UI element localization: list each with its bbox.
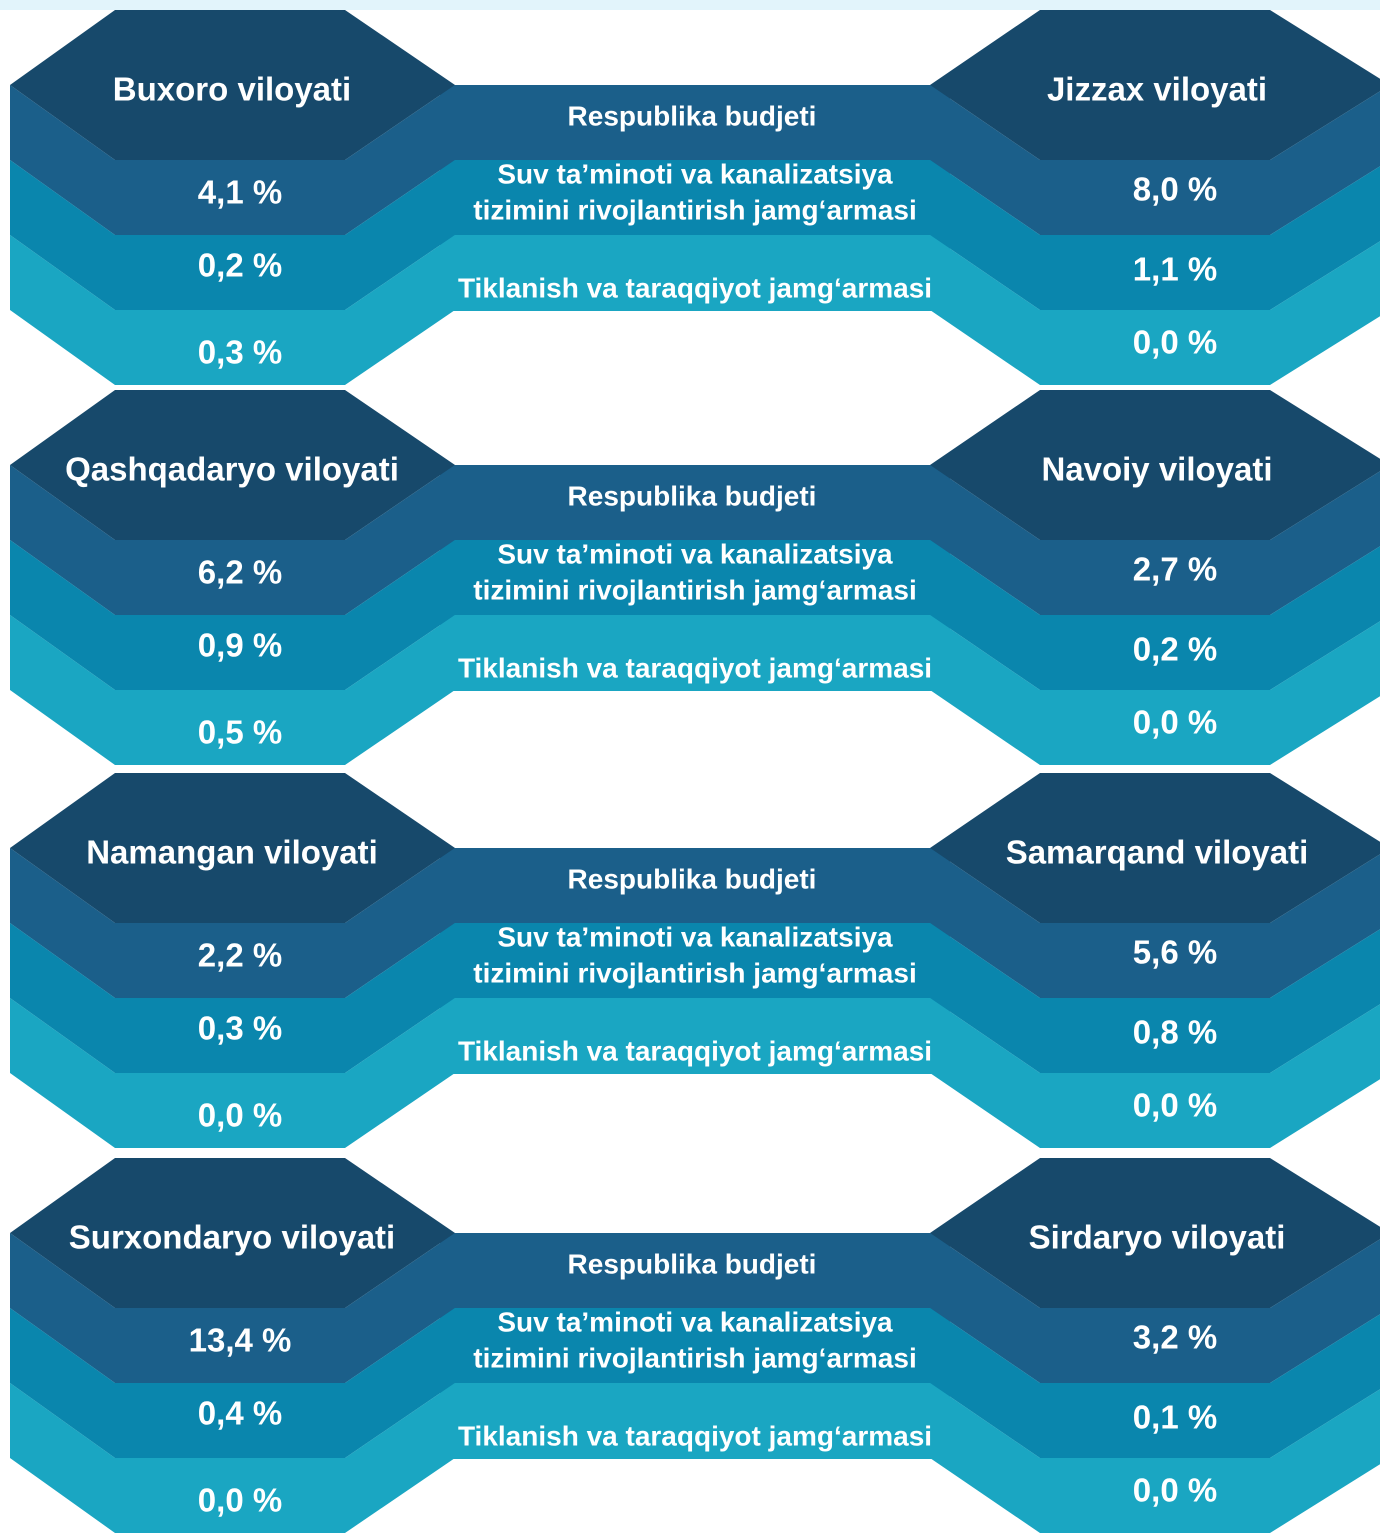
layer [930, 615, 1380, 765]
middle-band [440, 923, 950, 999]
layer [930, 1158, 1380, 1308]
layer [930, 235, 1380, 385]
layer [930, 998, 1380, 1148]
layer [930, 540, 1380, 690]
layer [10, 160, 455, 310]
layer [10, 10, 455, 160]
middle-band [440, 848, 950, 924]
fund-label: tizimini rivojlantirish jamg‘armasi [473, 194, 916, 225]
percent: 2,2 % [198, 937, 282, 974]
fund-label: Suv ta’minoti va kanalizatsiya [497, 921, 893, 952]
layer [930, 390, 1380, 540]
percent: 5,6 % [1133, 934, 1217, 971]
fund-label: Respublika budjeti [568, 863, 817, 894]
percent: 0,4 % [198, 1395, 282, 1432]
percent: 0,5 % [198, 714, 282, 751]
percent: 8,0 % [1133, 171, 1217, 208]
layer [930, 85, 1380, 235]
percent: 0,0 % [198, 1097, 282, 1134]
percent: 0,0 % [1133, 1472, 1217, 1509]
top-strip [0, 0, 1380, 10]
percent: 0,0 % [1133, 1087, 1217, 1124]
layer [930, 1233, 1380, 1383]
percent: 0,9 % [198, 627, 282, 664]
fund-label: Suv ta’minoti va kanalizatsiya [497, 538, 893, 569]
layer [10, 235, 455, 385]
region-name: Buxoro viloyati [113, 71, 351, 108]
fund-label: Respublika budjeti [568, 480, 817, 511]
percent: 0,8 % [1133, 1014, 1217, 1051]
region-name: Surxondaryo viloyati [69, 1219, 395, 1256]
middle-band [440, 1233, 950, 1309]
layer [10, 615, 455, 765]
region-name: Namangan viloyati [86, 834, 378, 871]
layer [10, 998, 455, 1148]
region-name: Sirdaryo viloyati [1029, 1219, 1286, 1256]
fund-label: Tiklanish va taraqqiyot jamg‘armasi [458, 652, 932, 683]
layer [10, 923, 455, 1073]
middle-band [440, 465, 950, 541]
percent: 0,1 % [1133, 1399, 1217, 1436]
fund-label: Suv ta’minoti va kanalizatsiya [497, 158, 893, 189]
layer [930, 848, 1380, 998]
layer [10, 390, 455, 540]
layer [930, 1383, 1380, 1533]
layer [930, 10, 1380, 160]
middle-band [440, 235, 950, 311]
layer [10, 773, 455, 923]
fund-label: tizimini rivojlantirish jamg‘armasi [473, 1342, 916, 1373]
middle-band [440, 540, 950, 616]
region-name: Qashqadaryo viloyati [65, 451, 399, 488]
fund-label: Tiklanish va taraqqiyot jamg‘armasi [458, 1420, 932, 1451]
middle-band [440, 615, 950, 691]
percent: 2,7 % [1133, 551, 1217, 588]
percent: 3,2 % [1133, 1319, 1217, 1356]
percent: 6,2 % [198, 554, 282, 591]
percent: 4,1 % [198, 174, 282, 211]
layer [930, 1308, 1380, 1458]
fund-label: tizimini rivojlantirish jamg‘armasi [473, 574, 916, 605]
middle-band [440, 1308, 950, 1384]
region-name: Jizzax viloyati [1047, 71, 1267, 108]
percent: 0,3 % [198, 334, 282, 371]
layer [10, 85, 455, 235]
percent: 0,2 % [198, 247, 282, 284]
layer [10, 465, 455, 615]
layer [930, 923, 1380, 1073]
region-name: Navoiy viloyati [1041, 451, 1272, 488]
layer [10, 1233, 455, 1383]
percent: 0,0 % [1133, 704, 1217, 741]
layer [930, 465, 1380, 615]
layer [10, 1158, 455, 1308]
percent: 13,4 % [189, 1322, 292, 1359]
fund-label: Suv ta’minoti va kanalizatsiya [497, 1306, 893, 1337]
fund-label: tizimini rivojlantirish jamg‘armasi [473, 957, 916, 988]
layer [930, 160, 1380, 310]
fund-label: Tiklanish va taraqqiyot jamg‘armasi [458, 1035, 932, 1066]
layer [10, 1383, 455, 1533]
middle-band [440, 85, 950, 161]
middle-band [440, 998, 950, 1074]
layer [10, 540, 455, 690]
region-name: Samarqand viloyati [1006, 834, 1309, 871]
middle-band [440, 1383, 950, 1459]
fund-label: Tiklanish va taraqqiyot jamg‘armasi [458, 272, 932, 303]
fund-label: Respublika budjeti [568, 100, 817, 131]
layer [10, 848, 455, 998]
percent: 0,0 % [198, 1482, 282, 1519]
percent: 0,3 % [198, 1010, 282, 1047]
percent: 0,0 % [1133, 324, 1217, 361]
percent: 0,2 % [1133, 631, 1217, 668]
layer [10, 1308, 455, 1458]
layer [930, 773, 1380, 923]
percent: 1,1 % [1133, 251, 1217, 288]
middle-band [440, 160, 950, 236]
fund-label: Respublika budjeti [568, 1248, 817, 1279]
